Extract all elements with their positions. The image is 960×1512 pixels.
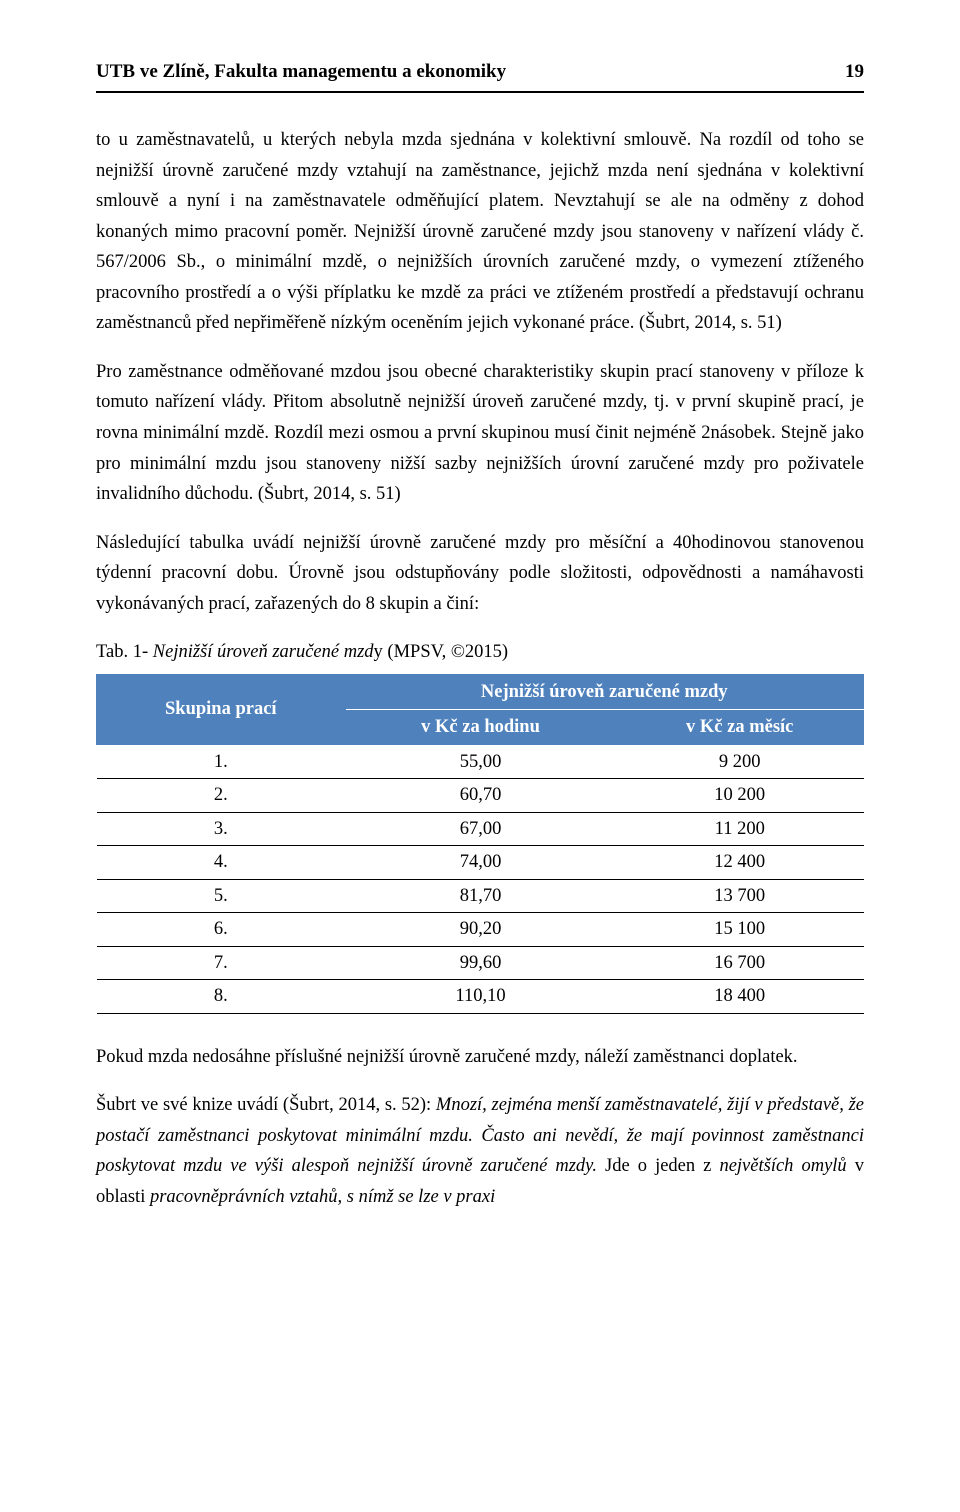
wage-table-body: 1.55,009 2002.60,7010 2003.67,0011 2004.…	[97, 745, 864, 1013]
table-row: 7.99,6016 700	[97, 946, 864, 980]
col-header-main: Nejnižší úroveň zaručené mzdy	[345, 674, 863, 710]
paragraph-3: Následující tabulka uvádí nejnižší úrovn…	[96, 528, 864, 620]
cell-hour: 67,00	[345, 812, 616, 846]
cell-group: 4.	[97, 846, 346, 880]
cell-hour: 74,00	[345, 846, 616, 880]
table-row: 6.90,2015 100	[97, 913, 864, 947]
paragraph-1: to u zaměstnavatelů, u kterých nebyla mz…	[96, 125, 864, 339]
cell-hour: 55,00	[345, 745, 616, 779]
table-caption-italic: Nejnižší úroveň zaručené mzd	[153, 642, 374, 662]
table-caption-prefix: Tab. 1-	[96, 642, 153, 662]
cell-hour: 81,70	[345, 879, 616, 913]
wage-table: Skupina prací Nejnižší úroveň zaručené m…	[96, 674, 864, 1014]
cell-group: 6.	[97, 913, 346, 947]
paragraph-5: Šubrt ve své knize uvádí (Šubrt, 2014, s…	[96, 1090, 864, 1212]
paragraph-4: Pokud mzda nedosáhne příslušné nejnižší …	[96, 1042, 864, 1073]
page: UTB ve Zlíně, Fakulta managementu a ekon…	[0, 0, 960, 1512]
cell-hour: 60,70	[345, 779, 616, 813]
cell-month: 12 400	[616, 846, 864, 880]
col-header-group: Skupina prací	[97, 674, 346, 745]
cell-month: 15 100	[616, 913, 864, 947]
header-page-number: 19	[845, 56, 864, 87]
col-header-month: v Kč za měsíc	[616, 710, 864, 746]
header-institution: UTB ve Zlíně, Fakulta managementu a ekon…	[96, 56, 506, 87]
cell-hour: 110,10	[345, 980, 616, 1014]
cell-group: 7.	[97, 946, 346, 980]
table-caption-suffix: y (MPSV, ©2015)	[374, 642, 509, 662]
table-row: 1.55,009 200	[97, 745, 864, 779]
table-caption: Tab. 1- Nejnižší úroveň zaručené mzdy (M…	[96, 637, 864, 668]
cell-month: 13 700	[616, 879, 864, 913]
p5-italic-c: pracovněprávních vztahů, s nímž se lze v…	[150, 1187, 495, 1207]
wage-table-head: Skupina prací Nejnižší úroveň zaručené m…	[97, 674, 864, 745]
cell-month: 11 200	[616, 812, 864, 846]
cell-hour: 90,20	[345, 913, 616, 947]
cell-month: 9 200	[616, 745, 864, 779]
cell-group: 3.	[97, 812, 346, 846]
cell-month: 10 200	[616, 779, 864, 813]
p5-plain-a: Šubrt ve své knize uvádí (Šubrt, 2014, s…	[96, 1095, 436, 1115]
cell-group: 1.	[97, 745, 346, 779]
table-row: 8.110,1018 400	[97, 980, 864, 1014]
cell-month: 16 700	[616, 946, 864, 980]
page-header: UTB ve Zlíně, Fakulta managementu a ekon…	[96, 56, 864, 93]
paragraph-2: Pro zaměstnance odměňované mzdou jsou ob…	[96, 357, 864, 510]
table-row: 3.67,0011 200	[97, 812, 864, 846]
table-row: 4.74,0012 400	[97, 846, 864, 880]
p5-italic-b: největších omylů	[719, 1156, 846, 1176]
table-row: 5.81,7013 700	[97, 879, 864, 913]
col-header-hour: v Kč za hodinu	[345, 710, 616, 746]
cell-group: 8.	[97, 980, 346, 1014]
cell-hour: 99,60	[345, 946, 616, 980]
cell-month: 18 400	[616, 980, 864, 1014]
p5-plain-b: Jde o jeden z	[597, 1156, 719, 1176]
table-row: 2.60,7010 200	[97, 779, 864, 813]
cell-group: 2.	[97, 779, 346, 813]
cell-group: 5.	[97, 879, 346, 913]
